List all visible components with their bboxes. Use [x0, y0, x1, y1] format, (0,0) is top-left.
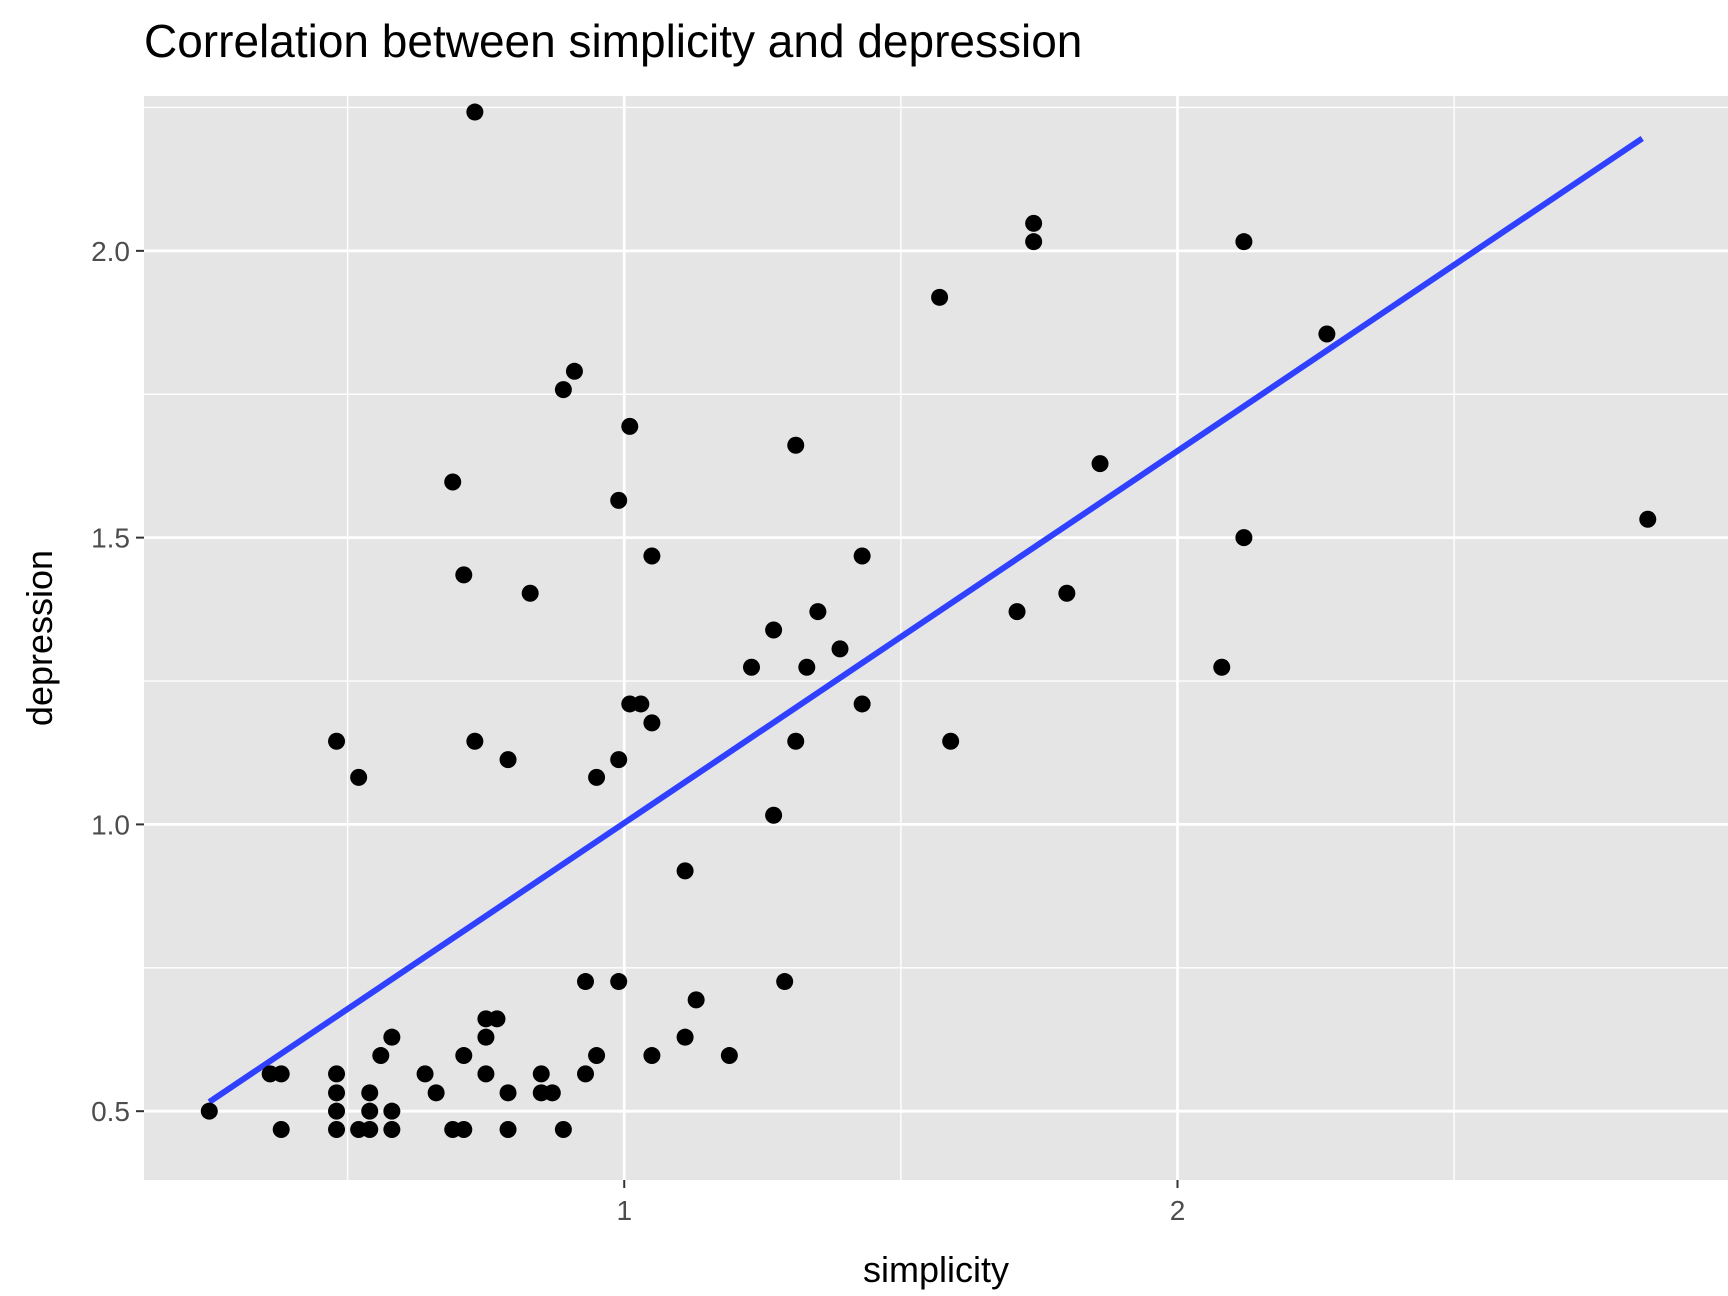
data-point: [588, 1047, 606, 1065]
data-point: [521, 584, 539, 602]
data-point: [1025, 233, 1043, 251]
data-point: [577, 973, 595, 991]
data-point: [455, 566, 473, 584]
data-point: [1235, 529, 1253, 547]
data-point: [610, 973, 628, 991]
data-point: [621, 417, 639, 435]
data-point: [466, 732, 484, 750]
data-point: [742, 658, 760, 676]
data-point: [676, 862, 694, 880]
data-point: [361, 1102, 379, 1120]
data-point: [383, 1121, 401, 1139]
x-axis-label: simplicity: [863, 1249, 1009, 1290]
data-point: [1058, 584, 1076, 602]
data-point: [455, 1121, 473, 1139]
data-point: [765, 806, 783, 824]
data-points: [200, 103, 1657, 1139]
data-point: [632, 695, 650, 713]
data-point: [809, 603, 827, 621]
data-point: [1008, 603, 1026, 621]
y-tick-label: 1.5: [91, 523, 130, 554]
data-point: [272, 1121, 290, 1139]
data-point: [455, 1047, 473, 1065]
data-point: [687, 991, 705, 1009]
data-point: [643, 547, 661, 565]
data-point: [477, 1028, 495, 1046]
data-point: [798, 658, 816, 676]
data-point: [272, 1065, 290, 1083]
data-point: [931, 288, 949, 306]
data-point: [787, 732, 805, 750]
data-point: [588, 768, 606, 786]
data-point: [532, 1065, 550, 1083]
major-gridlines: [144, 96, 1728, 1180]
data-point: [499, 1084, 517, 1102]
data-point: [1213, 658, 1231, 676]
y-tick-label: 2.0: [91, 236, 130, 267]
data-point: [200, 1102, 218, 1120]
data-point: [499, 751, 517, 769]
data-point: [1235, 233, 1253, 251]
data-point: [466, 103, 484, 121]
data-point: [853, 547, 871, 565]
data-point: [554, 1121, 572, 1139]
plot-panel: [144, 96, 1728, 1180]
data-point: [477, 1065, 495, 1083]
data-point: [372, 1047, 390, 1065]
data-point: [383, 1028, 401, 1046]
y-tick-label: 1.0: [91, 809, 130, 840]
data-point: [543, 1084, 561, 1102]
data-point: [1025, 214, 1043, 232]
data-point: [444, 473, 462, 491]
data-point: [328, 1065, 346, 1083]
x-tick-label: 2: [1170, 1195, 1186, 1226]
data-point: [1639, 510, 1657, 528]
data-point: [676, 1028, 694, 1046]
data-point: [942, 732, 960, 750]
data-point: [361, 1121, 379, 1139]
data-point: [427, 1084, 445, 1102]
data-point: [416, 1065, 434, 1083]
data-point: [361, 1084, 379, 1102]
trend-line: [207, 135, 1644, 1105]
data-point: [831, 640, 849, 658]
data-point: [554, 381, 572, 399]
data-point: [1318, 325, 1336, 343]
data-point: [853, 695, 871, 713]
x-tick-label: 1: [616, 1195, 632, 1226]
data-point: [328, 732, 346, 750]
data-point: [328, 1084, 346, 1102]
data-point: [787, 436, 805, 454]
data-point: [1091, 455, 1109, 473]
data-point: [776, 973, 794, 991]
data-point: [488, 1010, 506, 1028]
data-point: [643, 714, 661, 732]
data-point: [383, 1102, 401, 1120]
data-point: [610, 751, 628, 769]
data-point: [499, 1121, 517, 1139]
y-tick-label: 0.5: [91, 1096, 130, 1127]
data-point: [720, 1047, 738, 1065]
data-point: [765, 621, 783, 639]
trend-line-layer: [207, 135, 1644, 1105]
data-point: [577, 1065, 595, 1083]
data-point: [565, 362, 583, 380]
data-point: [610, 491, 628, 509]
chart-title: Correlation between simplicity and depre…: [144, 15, 1083, 67]
data-point: [328, 1102, 346, 1120]
data-point: [328, 1121, 346, 1139]
y-axis-ticks: 0.5 1.0 1.5 2.0: [91, 236, 144, 1127]
data-point: [350, 768, 368, 786]
y-axis-label: depression: [19, 550, 60, 726]
data-point: [643, 1047, 661, 1065]
